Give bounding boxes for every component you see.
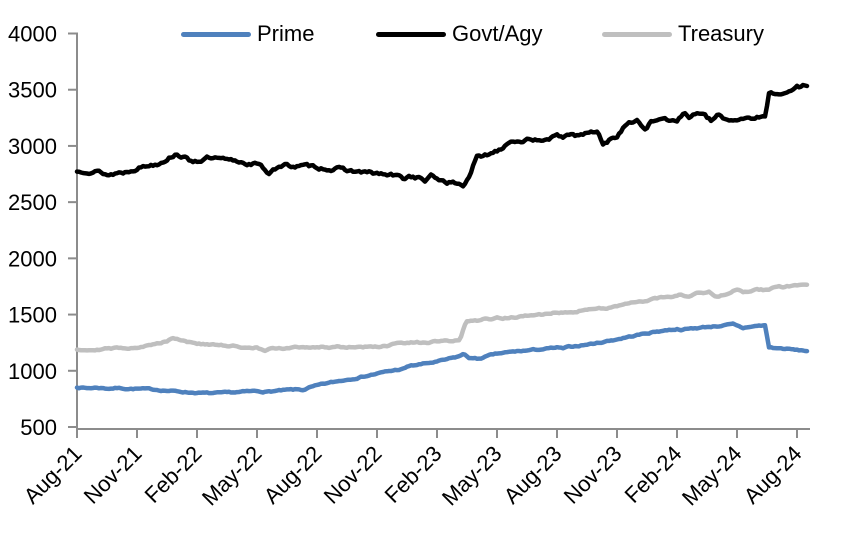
legend-label-prime: Prime (257, 21, 315, 46)
x-axis-label: Aug-22 (259, 441, 327, 509)
legend-item-treasury: Treasury (602, 21, 764, 47)
x-axis-label: Aug-23 (499, 441, 567, 509)
x-axis-label: May-24 (677, 441, 747, 511)
x-axis-label: Aug-21 (19, 441, 87, 509)
y-axis-label: 2500 (8, 190, 57, 215)
y-axis-label: 2000 (8, 246, 57, 271)
x-axis-label: Feb-24 (620, 441, 687, 508)
series-line-treasury (74, 282, 810, 354)
y-axis-label: 1000 (8, 359, 57, 384)
series-line-prime (74, 321, 810, 396)
y-axis-label: 500 (20, 415, 57, 440)
x-axis-label: Nov-23 (559, 441, 627, 509)
x-axis-label: Nov-22 (319, 441, 387, 509)
x-axis-label: Aug-24 (739, 441, 807, 509)
y-axis-label: 4000 (8, 22, 57, 47)
axes: 5001000150020002500300035004000Aug-21Nov… (8, 22, 810, 511)
x-axis-label: May-23 (437, 441, 507, 511)
x-axis-label: Nov-21 (79, 441, 147, 509)
legend-swatch-treasury (602, 31, 672, 37)
series-line-govt-agy (74, 82, 810, 189)
x-axis-label: May-22 (197, 441, 267, 511)
legend-swatch-prime (181, 31, 251, 37)
y-axis-label: 1500 (8, 303, 57, 328)
y-axis-label: 3500 (8, 78, 57, 103)
legend-swatch-govt-agy (376, 31, 446, 37)
x-axis-label: Feb-22 (140, 441, 207, 508)
x-axis-label: Feb-23 (380, 441, 447, 508)
legend-label-treasury: Treasury (678, 21, 764, 46)
legend-item-govt-agy: Govt/Agy (376, 21, 542, 47)
y-axis-label: 3000 (8, 134, 57, 159)
legend-item-prime: Prime (181, 21, 314, 47)
legend-label-govt-agy: Govt/Agy (452, 21, 543, 46)
